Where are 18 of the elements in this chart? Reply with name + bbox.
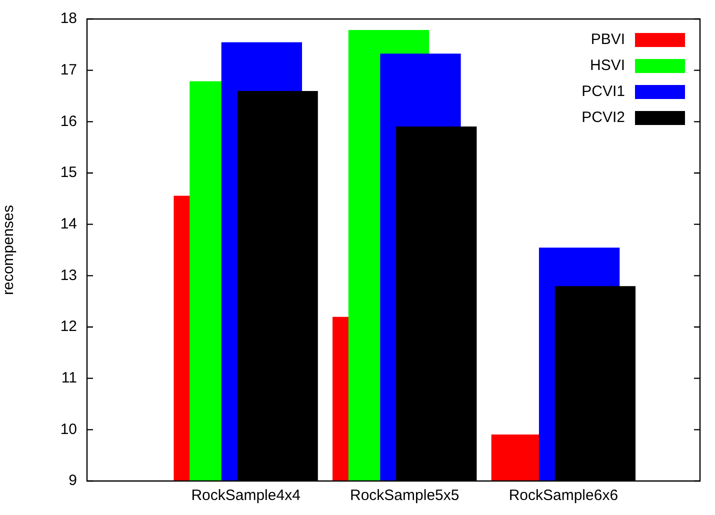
x-tick-label: RockSample5x5 <box>350 487 460 504</box>
y-tick-label: 10 <box>60 420 77 438</box>
y-tick-label: 18 <box>60 10 77 28</box>
y-tick-label: 14 <box>60 215 77 232</box>
y-tick-label: 16 <box>60 112 77 130</box>
legend-label: PBVI <box>590 31 625 48</box>
y-tick-label: 15 <box>60 164 77 182</box>
legend-label: PCVI1 <box>582 83 625 100</box>
y-axis-title: recompenses <box>0 204 18 296</box>
y-tick-label: 11 <box>61 369 77 386</box>
y-tick-label: 12 <box>60 318 77 336</box>
legend-label: PCVI2 <box>582 109 625 126</box>
x-tick-label: RockSample4x4 <box>191 487 300 504</box>
x-tick-label: RockSample6x6 <box>508 487 618 504</box>
y-tick-label: 17 <box>60 61 77 78</box>
y-tick-label: 9 <box>68 472 77 490</box>
legend-label: HSVI <box>590 57 625 74</box>
y-tick-label: 13 <box>60 266 77 284</box>
